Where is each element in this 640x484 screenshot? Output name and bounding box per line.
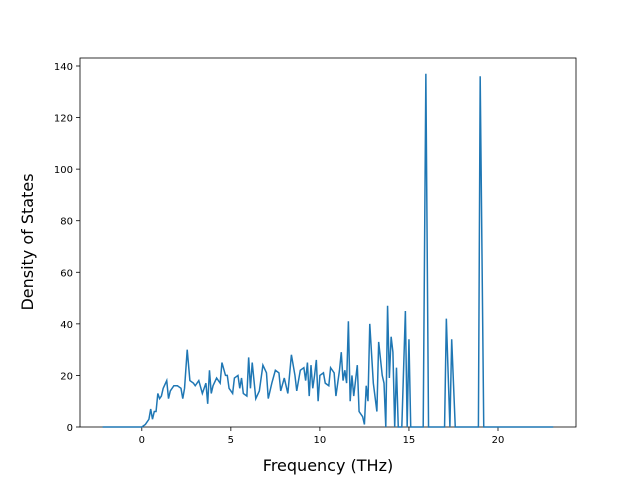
y-tick-label: 80: [60, 217, 73, 228]
x-tick-label: 20: [492, 435, 505, 446]
y-tick-label: 140: [54, 62, 73, 73]
y-tick-label: 120: [54, 114, 73, 125]
x-axis-label: Frequency (THz): [263, 456, 393, 475]
y-tick-label: 40: [60, 320, 73, 331]
x-tick-label: 10: [314, 435, 327, 446]
x-tick-label: 15: [403, 435, 416, 446]
data-line: [102, 73, 554, 428]
y-tick-label: 0: [67, 423, 73, 434]
x-tick-label: 5: [228, 435, 234, 446]
x-tick-label: 0: [139, 435, 145, 446]
y-tick-label: 20: [60, 371, 73, 382]
plot-frame: [79, 57, 577, 428]
y-tick-label: 60: [60, 268, 73, 279]
y-axis-label: Density of States: [18, 173, 37, 310]
y-tick-label: 100: [54, 165, 73, 176]
